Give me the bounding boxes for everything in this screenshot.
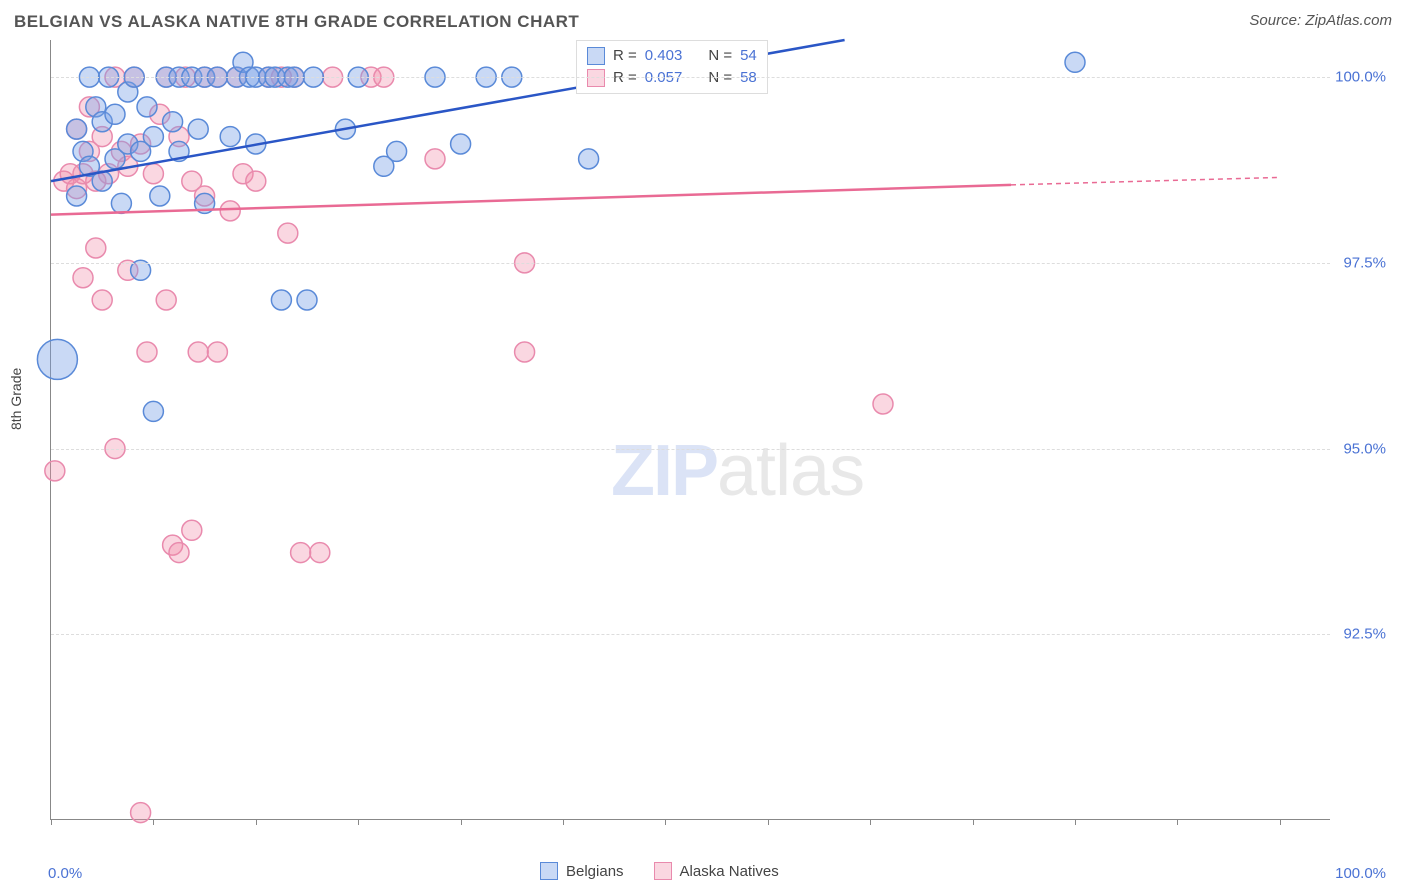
y-tick-label: 95.0% xyxy=(1343,440,1386,457)
n-label: N = xyxy=(708,45,732,67)
data-point xyxy=(387,141,407,161)
swatch-belgian-icon xyxy=(540,862,558,880)
data-point xyxy=(188,342,208,362)
correlation-legend: R = 0.403 N = 54 R = 0.057 N = 58 xyxy=(576,40,768,94)
data-point xyxy=(207,342,227,362)
swatch-native-icon xyxy=(654,862,672,880)
scatter-svg xyxy=(51,40,1330,819)
data-point xyxy=(163,112,183,132)
data-point xyxy=(182,520,202,540)
legend-item-belgians: Belgians xyxy=(540,862,624,880)
data-point xyxy=(86,238,106,258)
legend-item-natives: Alaska Natives xyxy=(654,862,779,880)
data-point xyxy=(67,119,87,139)
y-axis-label: 8th Grade xyxy=(8,368,24,430)
data-point xyxy=(131,803,151,823)
y-tick-label: 97.5% xyxy=(1343,254,1386,271)
data-point xyxy=(150,186,170,206)
n-value-belgian: 54 xyxy=(740,45,757,67)
source-name: ZipAtlas.com xyxy=(1305,12,1392,29)
data-point xyxy=(105,104,125,124)
data-point xyxy=(451,134,471,154)
data-point xyxy=(271,290,291,310)
data-point xyxy=(169,543,189,563)
series-legend: Belgians Alaska Natives xyxy=(540,862,779,880)
data-point xyxy=(137,342,157,362)
data-point xyxy=(291,543,311,563)
r-value-belgian: 0.403 xyxy=(645,45,683,67)
data-point xyxy=(188,119,208,139)
legend-row-belgian: R = 0.403 N = 54 xyxy=(587,45,757,67)
data-point xyxy=(143,127,163,147)
chart-title: BELGIAN VS ALASKA NATIVE 8TH GRADE CORRE… xyxy=(14,12,579,32)
y-tick-label: 100.0% xyxy=(1335,69,1386,86)
data-point xyxy=(45,461,65,481)
legend-label-natives: Alaska Natives xyxy=(680,863,779,880)
source-credit: Source: ZipAtlas.com xyxy=(1249,12,1392,29)
data-point xyxy=(310,543,330,563)
data-point xyxy=(297,290,317,310)
data-point xyxy=(67,186,87,206)
data-point xyxy=(220,201,240,221)
data-point xyxy=(278,223,298,243)
source-prefix: Source: xyxy=(1249,12,1305,29)
data-point xyxy=(137,97,157,117)
data-point xyxy=(1065,52,1085,72)
plot-area: ZIPatlas R = 0.403 N = 54 R = 0.057 N = … xyxy=(50,40,1330,820)
swatch-belgian-icon xyxy=(587,47,605,65)
chart-container: BELGIAN VS ALASKA NATIVE 8TH GRADE CORRE… xyxy=(0,0,1406,892)
x-tick-min: 0.0% xyxy=(48,865,82,882)
data-point xyxy=(425,149,445,169)
data-point xyxy=(92,290,112,310)
data-point xyxy=(515,342,535,362)
data-point xyxy=(73,268,93,288)
data-point xyxy=(220,127,240,147)
data-point xyxy=(37,339,77,379)
x-tick-max: 100.0% xyxy=(1335,865,1386,882)
data-point xyxy=(143,164,163,184)
data-point xyxy=(111,193,131,213)
data-point xyxy=(246,171,266,191)
data-point xyxy=(873,394,893,414)
r-label: R = xyxy=(613,45,637,67)
data-point xyxy=(579,149,599,169)
data-point xyxy=(143,401,163,421)
y-tick-label: 92.5% xyxy=(1343,626,1386,643)
data-point xyxy=(156,290,176,310)
legend-label-belgians: Belgians xyxy=(566,863,624,880)
